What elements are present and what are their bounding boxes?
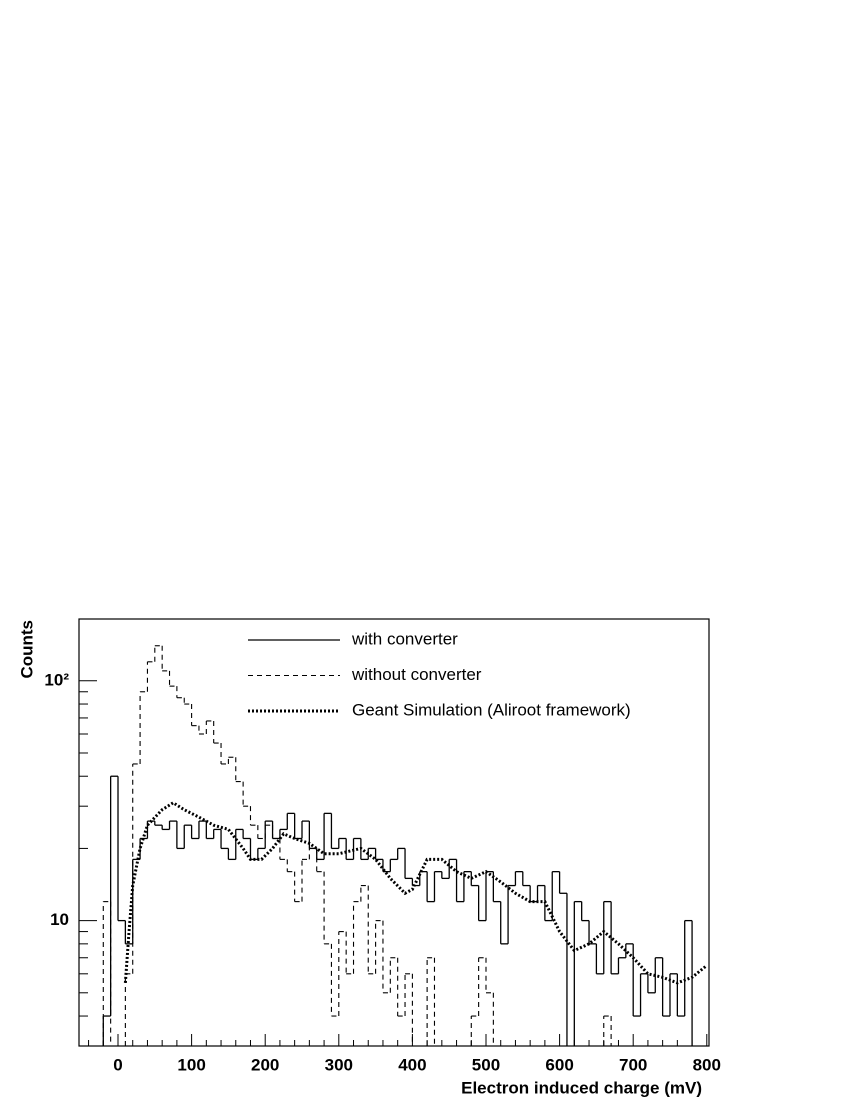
plot-area	[102, 645, 708, 1046]
x-tick-label: 700	[619, 1055, 647, 1074]
x-tick-label: 400	[398, 1055, 426, 1074]
x-tick-label: 600	[545, 1055, 573, 1074]
x-tick-label: 500	[472, 1055, 500, 1074]
y-tick-label: 10	[50, 910, 69, 929]
legend-label: with converter	[351, 629, 458, 648]
x-axis-title: Electron induced charge (mV)	[461, 1078, 702, 1097]
x-tick-label: 200	[251, 1055, 279, 1074]
simulation-curve	[123, 800, 708, 985]
legend-label: Geant Simulation (Aliroot framework)	[352, 700, 631, 719]
x-tick-label: 300	[325, 1055, 353, 1074]
x-tick-label: 800	[693, 1055, 721, 1074]
y-axis-title: Counts	[17, 620, 36, 679]
y-tick-label: 10²	[44, 670, 69, 689]
legend-label: without converter	[351, 665, 482, 684]
plot-frame	[78, 618, 710, 1047]
x-tick-label: 0	[113, 1055, 122, 1074]
x-tick-label: 100	[177, 1055, 205, 1074]
